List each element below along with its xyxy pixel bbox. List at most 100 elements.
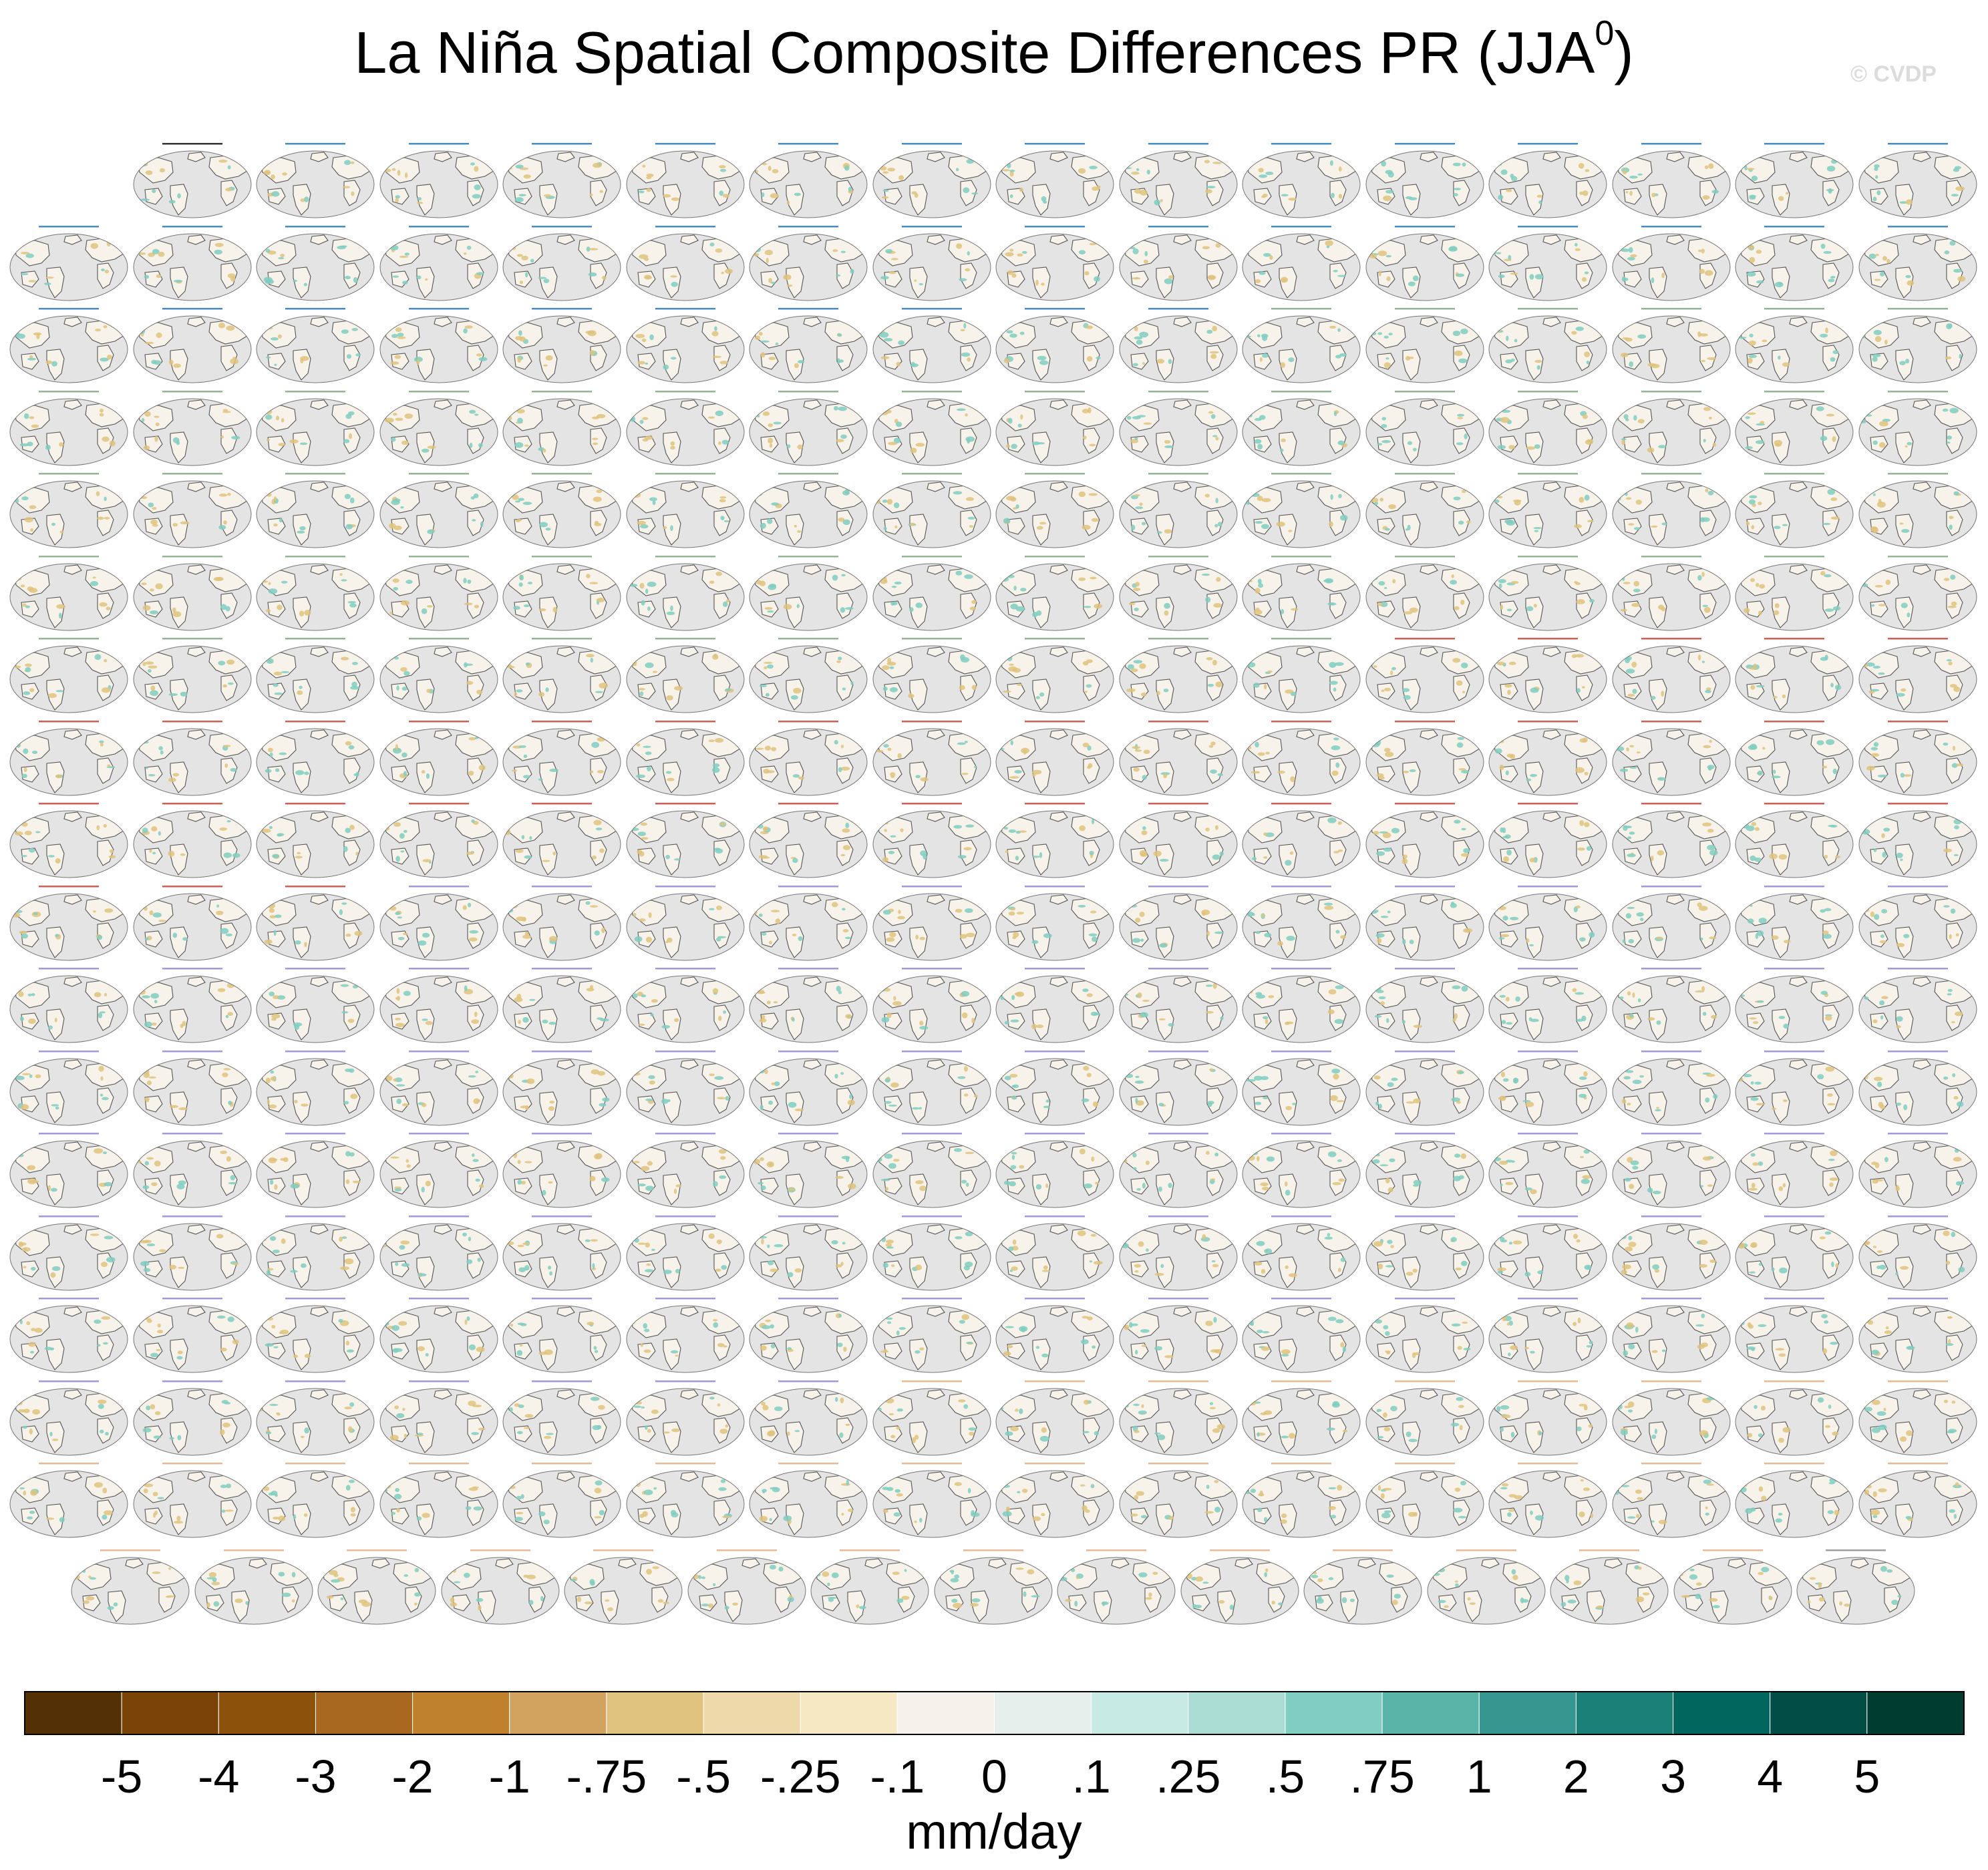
anomaly-patch — [1288, 530, 1293, 532]
anomaly-patch — [1134, 581, 1140, 586]
map-border — [749, 563, 868, 630]
anomaly-patch — [1132, 1152, 1137, 1158]
anomaly-patch — [1089, 166, 1098, 170]
anomaly-patch — [548, 1265, 552, 1270]
map-land — [679, 646, 699, 657]
anomaly-patch — [1132, 767, 1140, 771]
anomaly-patch — [394, 197, 399, 203]
anomaly-patch — [1143, 422, 1152, 425]
map-panel — [995, 885, 1114, 960]
anomaly-patch — [1816, 405, 1824, 411]
anomaly-patch — [401, 687, 407, 691]
map-land — [1542, 1059, 1561, 1070]
anomaly-patch — [267, 747, 273, 752]
anomaly-patch — [751, 252, 760, 256]
map-border — [626, 645, 744, 713]
map-border — [502, 480, 621, 548]
panel-label — [1764, 1215, 1824, 1217]
anomaly-patch — [639, 524, 649, 529]
anomaly-patch — [1499, 764, 1504, 770]
map-panel — [626, 1050, 744, 1125]
map-land — [14, 322, 50, 349]
anomaly-patch — [1660, 691, 1664, 697]
anomaly-patch — [343, 1100, 349, 1105]
map-land — [1130, 270, 1149, 288]
anomaly-patch — [517, 1179, 522, 1185]
anomaly-patch — [758, 855, 768, 859]
map-land — [433, 976, 452, 987]
anomaly-patch — [421, 448, 429, 453]
map-land — [1329, 427, 1347, 454]
map-panel — [379, 968, 498, 1043]
anomaly-patch — [1017, 683, 1022, 686]
anomaly-patch — [643, 257, 649, 261]
anomaly-patch — [714, 848, 723, 854]
map-land — [786, 1008, 804, 1041]
map-land — [1862, 569, 1899, 596]
anomaly-patch — [522, 502, 532, 506]
anomaly-patch — [271, 174, 275, 180]
anomaly-patch — [1657, 777, 1666, 781]
panel-label — [162, 803, 222, 805]
map-border — [1365, 150, 1484, 218]
anomaly-patch — [1012, 935, 1017, 939]
panel-label — [1271, 1215, 1331, 1217]
anomaly-patch — [47, 693, 57, 699]
anomaly-patch — [1500, 1239, 1508, 1242]
anomaly-patch — [592, 1262, 595, 1269]
anomaly-patch — [637, 520, 646, 526]
map-land — [1007, 518, 1025, 535]
anomaly-patch — [1004, 1075, 1011, 1080]
map-land — [926, 1224, 945, 1235]
map-land — [1296, 317, 1315, 327]
map-land — [1296, 234, 1315, 245]
map-land — [1912, 564, 1931, 575]
anomaly-patch — [1572, 988, 1577, 992]
anomaly-patch — [397, 1321, 407, 1326]
anomaly-patch — [1533, 603, 1537, 608]
anomaly-patch — [1507, 608, 1512, 611]
anomaly-patch — [464, 325, 473, 329]
anomaly-patch — [1377, 442, 1382, 445]
anomaly-patch — [1500, 1183, 1503, 1186]
map-border — [995, 480, 1114, 548]
anomaly-patch — [880, 1178, 890, 1181]
map-land — [169, 1008, 188, 1041]
anomaly-patch — [1387, 172, 1394, 178]
map-border — [626, 563, 744, 630]
panel-label — [1887, 803, 1948, 805]
map-land — [1083, 757, 1100, 784]
anomaly-patch — [1870, 753, 1879, 757]
anomaly-patch — [1003, 827, 1009, 830]
map-border — [256, 645, 375, 713]
map-land — [803, 811, 822, 822]
anomaly-patch — [1870, 689, 1879, 692]
anomaly-patch — [20, 272, 29, 275]
anomaly-patch — [1621, 1099, 1627, 1104]
anomaly-patch — [353, 276, 358, 283]
map-panel — [1488, 1050, 1607, 1125]
map-land — [1172, 1224, 1192, 1235]
anomaly-patch — [1902, 933, 1909, 938]
map-panel — [9, 1215, 128, 1290]
anomaly-patch — [889, 835, 896, 837]
anomaly-patch — [391, 333, 398, 339]
anomaly-patch — [274, 692, 283, 695]
anomaly-patch — [1859, 574, 1868, 580]
anomaly-patch — [103, 823, 107, 828]
anomaly-patch — [1134, 506, 1143, 510]
anomaly-patch — [35, 1074, 41, 1078]
map-land — [662, 1256, 681, 1288]
anomaly-patch — [666, 937, 673, 942]
map-panel — [9, 885, 128, 960]
anomaly-patch — [786, 443, 791, 448]
map-land — [1419, 482, 1438, 492]
anomaly-patch — [717, 1015, 721, 1021]
map-land — [1155, 679, 1174, 711]
map-land — [1123, 817, 1160, 844]
anomaly-patch — [1586, 439, 1594, 442]
anomaly-patch — [1263, 832, 1267, 836]
anomaly-patch — [1328, 989, 1337, 994]
anomaly-patch — [883, 576, 887, 582]
anomaly-patch — [845, 1014, 852, 1019]
